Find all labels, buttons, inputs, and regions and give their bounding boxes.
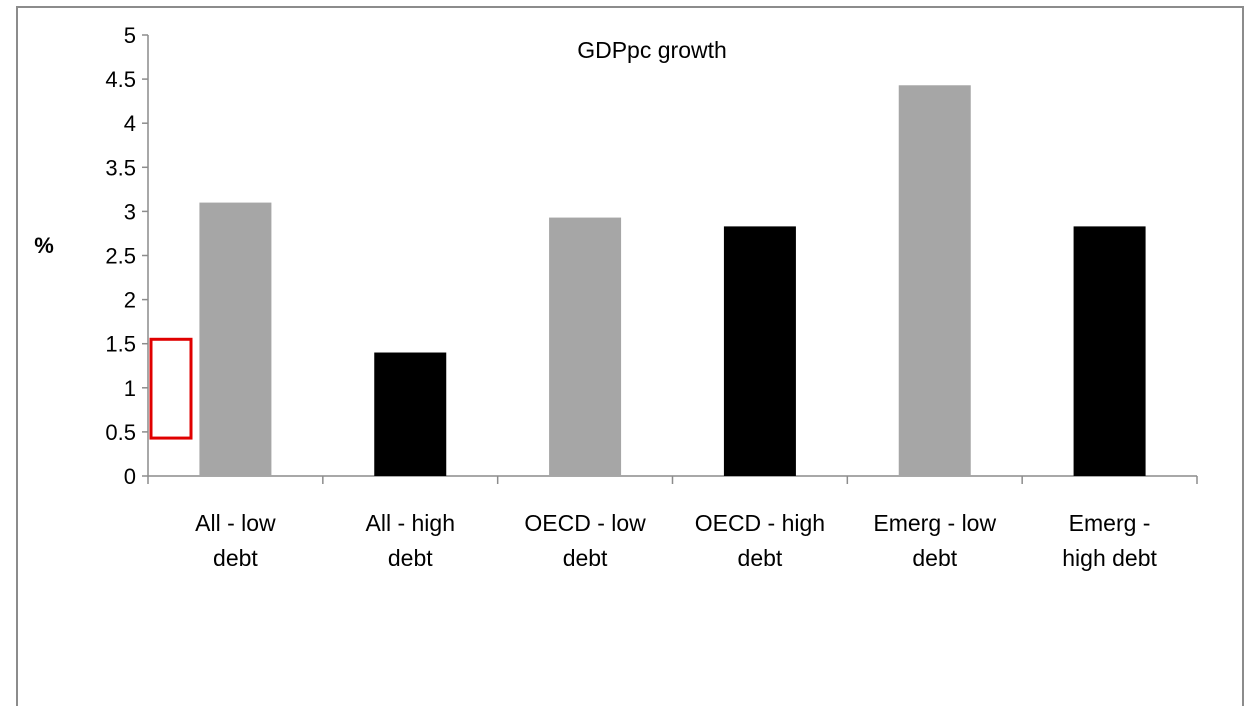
x-tick-label: debt	[912, 545, 957, 571]
category-labels: All - low debt All - high debt OECD - low deb…	[195, 510, 1157, 571]
bar	[723, 226, 796, 476]
x-tick-label: debt	[563, 545, 608, 571]
x-tick-label: high debt	[1062, 545, 1157, 571]
y-tick-label: 1.5	[105, 332, 136, 357]
bar	[199, 202, 272, 476]
x-tick-label: debt	[213, 545, 258, 571]
y-tick-label: 1	[124, 376, 136, 401]
chart-title: GDPpc growth	[577, 37, 727, 63]
axes	[147, 35, 1198, 484]
highlight-box-group	[149, 337, 193, 440]
x-tick-label: OECD - high	[695, 510, 825, 536]
bars	[199, 85, 1146, 477]
bar-chart: GDPpc growth % 0 0.5 1 1.5 2 2.5 3 3.5 4 4.5 5 All…	[34, 23, 1198, 571]
y-tick-label: 0	[124, 464, 136, 489]
bar	[898, 85, 971, 477]
y-tick-label: 2	[124, 288, 136, 313]
x-tick-label: All - high	[366, 510, 455, 536]
y-tick-label: 3.5	[105, 155, 136, 180]
x-tick-label: debt	[738, 545, 783, 571]
y-tick-label: 3	[124, 199, 136, 224]
y-tick-label: 0.5	[105, 420, 136, 445]
y-tick-label: 5	[124, 23, 136, 48]
x-tick-label: All - low	[195, 510, 276, 536]
x-tick-label: Emerg - low	[873, 510, 996, 536]
y-tick-label: 2.5	[105, 244, 136, 269]
x-tick-label: debt	[388, 545, 433, 571]
y-ticks: 0 0.5 1 1.5 2 2.5 3 3.5 4 4.5 5	[105, 23, 148, 489]
bar	[1073, 226, 1146, 476]
y-tick-label: 4.5	[105, 67, 136, 92]
bar	[549, 217, 622, 476]
highlight-box	[149, 337, 193, 440]
x-tick-label: Emerg -	[1069, 510, 1151, 536]
y-tick-label: 4	[124, 111, 136, 136]
x-tick-label: OECD - low	[524, 510, 646, 536]
bar	[374, 352, 447, 476]
y-axis-label: %	[34, 233, 54, 258]
chart-frame	[16, 6, 1244, 706]
